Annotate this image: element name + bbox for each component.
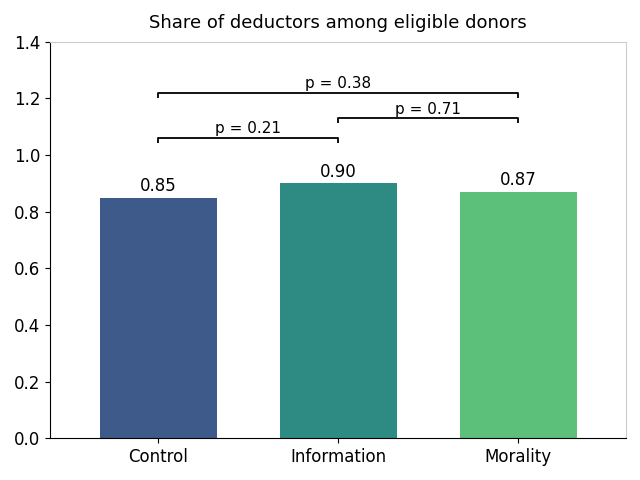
Text: p = 0.38: p = 0.38 <box>305 76 371 91</box>
Text: 0.85: 0.85 <box>140 177 177 195</box>
Title: Share of deductors among eligible donors: Share of deductors among eligible donors <box>149 14 527 32</box>
Bar <box>460 192 577 438</box>
Text: 0.90: 0.90 <box>320 163 356 180</box>
Bar <box>280 183 397 438</box>
Text: 0.87: 0.87 <box>500 171 536 189</box>
Text: p = 0.21: p = 0.21 <box>215 121 281 136</box>
Bar <box>100 198 216 438</box>
Text: p = 0.71: p = 0.71 <box>395 102 461 117</box>
